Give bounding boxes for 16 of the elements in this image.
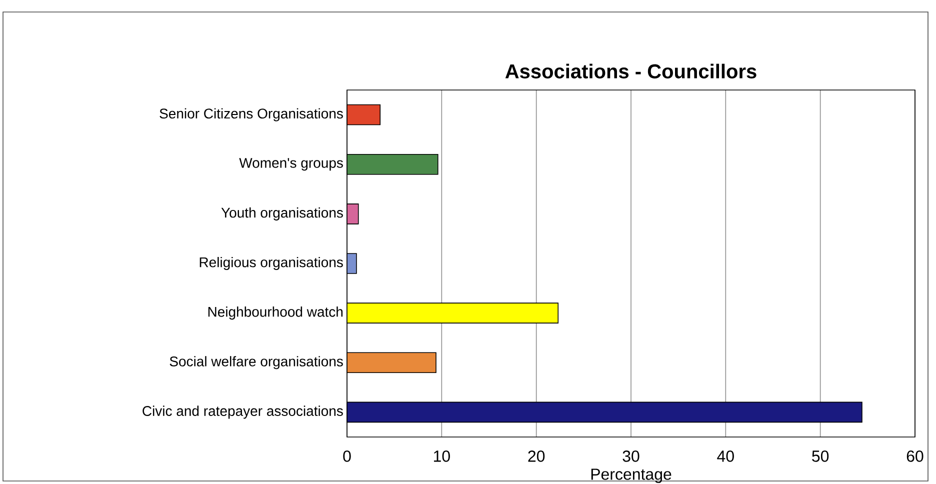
y-tick-label: Civic and ratepayer associations	[142, 406, 343, 419]
y-tick-label: Women's groups	[239, 158, 343, 171]
x-tick-label: 40	[717, 450, 734, 462]
x-tick-label: 60	[906, 450, 924, 462]
x-tick-label: 20	[528, 450, 545, 462]
y-tick-label: Neighbourhood watch	[208, 306, 343, 320]
y-tick-label: Youth organisations	[221, 207, 343, 220]
y-tick-label: Senior Citizens Organisations	[160, 108, 343, 122]
y-tick-label: Religious organisations	[200, 256, 343, 270]
x-tick-label: 50	[812, 450, 829, 462]
y-tick-label: Social welfare organisations	[170, 356, 343, 370]
x-tick-label: 10	[434, 450, 450, 462]
x-tick-label: 0	[343, 450, 351, 462]
x-tick-label: 30	[622, 450, 640, 462]
chart-title: Associations - Councillors	[505, 64, 756, 78]
x-axis-title: Percentage	[591, 468, 672, 484]
